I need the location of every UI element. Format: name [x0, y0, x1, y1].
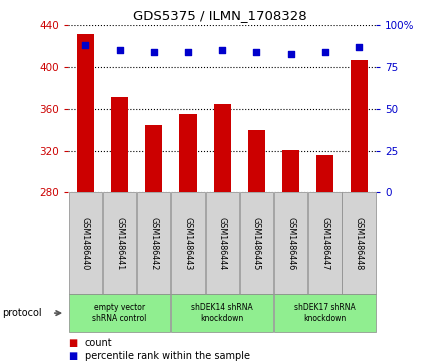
- Text: percentile rank within the sample: percentile rank within the sample: [85, 351, 250, 361]
- Bar: [351, 60, 368, 192]
- Bar: [316, 155, 334, 192]
- Bar: [248, 130, 265, 192]
- Text: shDEK17 shRNA
knockdown: shDEK17 shRNA knockdown: [294, 303, 356, 323]
- Text: GSM1486446: GSM1486446: [286, 217, 295, 270]
- Point: [150, 49, 157, 55]
- Text: GDS5375 / ILMN_1708328: GDS5375 / ILMN_1708328: [133, 9, 307, 22]
- Bar: [180, 114, 197, 192]
- Point: [82, 42, 89, 48]
- Text: shDEK14 shRNA
knockdown: shDEK14 shRNA knockdown: [191, 303, 253, 323]
- Text: GSM1486440: GSM1486440: [81, 217, 90, 270]
- Bar: [145, 125, 162, 192]
- Text: GSM1486448: GSM1486448: [355, 217, 363, 270]
- Point: [184, 49, 191, 55]
- Text: GSM1486442: GSM1486442: [149, 216, 158, 270]
- Text: GSM1486444: GSM1486444: [218, 217, 227, 270]
- Point: [356, 44, 363, 50]
- Text: GSM1486441: GSM1486441: [115, 217, 124, 270]
- Text: ■: ■: [68, 338, 77, 348]
- Point: [253, 49, 260, 55]
- Text: count: count: [85, 338, 113, 348]
- Text: GSM1486447: GSM1486447: [320, 216, 330, 270]
- Bar: [214, 104, 231, 192]
- Text: GSM1486445: GSM1486445: [252, 216, 261, 270]
- Text: empty vector
shRNA control: empty vector shRNA control: [92, 303, 147, 323]
- Bar: [111, 97, 128, 192]
- Bar: [77, 34, 94, 192]
- Bar: [282, 150, 299, 192]
- Text: GSM1486443: GSM1486443: [183, 217, 192, 270]
- Point: [321, 49, 328, 55]
- Point: [219, 48, 226, 53]
- Point: [287, 51, 294, 57]
- Text: protocol: protocol: [2, 308, 42, 318]
- Text: ■: ■: [68, 351, 77, 361]
- Point: [116, 48, 123, 53]
